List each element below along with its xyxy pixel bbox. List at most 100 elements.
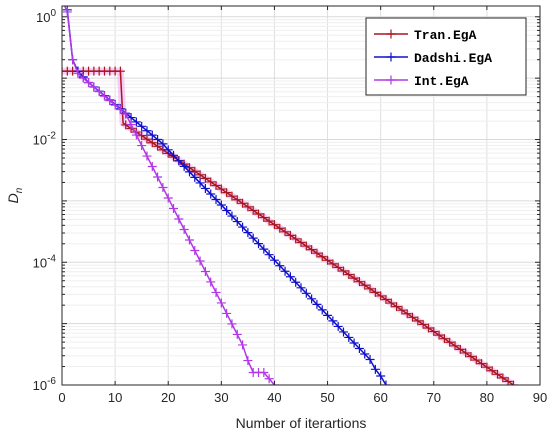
legend-label: Dadshi.EgA xyxy=(414,51,492,66)
series-marker xyxy=(370,287,380,297)
series-marker xyxy=(115,66,125,76)
series-marker xyxy=(317,252,327,262)
ticks xyxy=(61,6,541,386)
series-marker xyxy=(354,343,364,353)
tick-labels: 0 10 20 30 40 50 60 70 80 90 100 10-2 10-4 10-6 xyxy=(33,8,548,405)
series-marker xyxy=(99,91,109,101)
series-marker xyxy=(360,280,370,290)
series-marker xyxy=(344,332,354,342)
legend-marker xyxy=(386,52,396,62)
series-marker xyxy=(142,126,152,136)
y-tick-label: 10-6 xyxy=(33,376,57,393)
series-marker xyxy=(195,170,205,180)
series-marker xyxy=(285,230,295,240)
series-marker xyxy=(450,341,460,351)
x-tick-label: 50 xyxy=(320,390,334,405)
series-marker xyxy=(153,134,163,144)
series-marker xyxy=(466,351,476,361)
series-marker xyxy=(418,319,428,329)
series-marker xyxy=(147,130,157,140)
series-marker xyxy=(455,344,465,354)
series-marker xyxy=(211,287,221,297)
series-marker xyxy=(158,183,168,193)
svg-text:Dn: Dn xyxy=(5,187,25,203)
series-marker xyxy=(386,298,396,308)
series-marker xyxy=(275,223,285,233)
series-line xyxy=(63,6,276,385)
series-marker xyxy=(184,235,194,245)
series-marker xyxy=(222,188,232,198)
series-marker xyxy=(429,327,439,337)
series-marker xyxy=(301,241,311,251)
series-marker xyxy=(264,250,274,260)
y-axis-title-subscript: n xyxy=(14,187,25,193)
series-marker xyxy=(222,206,232,216)
series-marker xyxy=(243,202,253,212)
series-marker xyxy=(147,138,157,148)
series-marker xyxy=(232,195,242,205)
series-marker xyxy=(163,145,173,155)
x-tick-label: 90 xyxy=(533,390,547,405)
series-marker xyxy=(248,205,258,215)
series-marker xyxy=(354,277,364,287)
series-marker xyxy=(232,217,242,227)
series-marker xyxy=(211,180,221,190)
series-marker xyxy=(110,100,120,110)
series-marker xyxy=(174,156,184,166)
series-marker xyxy=(206,177,216,187)
series-marker xyxy=(216,200,226,210)
series-marker xyxy=(78,73,88,83)
series-marker xyxy=(392,302,402,312)
series-marker xyxy=(423,323,433,333)
series-marker xyxy=(381,294,391,304)
series-marker xyxy=(360,349,370,359)
series-marker xyxy=(179,161,189,171)
series-marker xyxy=(89,82,99,92)
series-marker xyxy=(190,172,200,182)
legend-label: Int.EgA xyxy=(414,74,469,89)
x-tick-label: 0 xyxy=(58,390,65,405)
series-marker xyxy=(232,329,242,339)
series-marker xyxy=(163,193,173,203)
series-marker xyxy=(169,150,179,160)
series-marker xyxy=(142,151,152,161)
y-tick-label: 100 xyxy=(36,8,56,25)
series-marker xyxy=(397,305,407,315)
series-marker xyxy=(493,369,503,379)
series-marker xyxy=(376,371,386,381)
x-tick-label: 70 xyxy=(427,390,441,405)
series-marker xyxy=(365,355,375,365)
x-tick-label: 80 xyxy=(480,390,494,405)
series-marker xyxy=(259,244,269,254)
series-marker xyxy=(307,294,317,304)
series-marker xyxy=(482,362,492,372)
series-marker xyxy=(126,120,136,130)
series-marker xyxy=(471,355,481,365)
series-marker xyxy=(73,68,83,78)
series-marker xyxy=(259,367,269,377)
series-marker xyxy=(131,130,141,140)
series-marker xyxy=(349,273,359,283)
series-marker xyxy=(344,270,354,280)
series-glow xyxy=(62,67,516,385)
series-marker xyxy=(291,234,301,244)
series-marker xyxy=(370,364,380,374)
series-marker xyxy=(381,380,391,385)
series-marker xyxy=(216,298,226,308)
series-marker xyxy=(365,284,375,294)
series-marker xyxy=(301,288,311,298)
series-marker xyxy=(280,266,290,276)
series-marker xyxy=(434,330,444,340)
series-marker xyxy=(408,312,418,322)
x-tick-label: 40 xyxy=(267,390,281,405)
series-marker xyxy=(328,259,338,269)
series-marker xyxy=(184,167,194,177)
legend-marker xyxy=(386,29,396,39)
series-layer xyxy=(62,6,518,385)
series-marker xyxy=(328,316,338,326)
series-marker xyxy=(153,172,163,182)
series-marker xyxy=(269,220,279,230)
legend-item: Tran.EgA xyxy=(374,28,477,43)
series-dadshi-ega xyxy=(62,6,391,385)
series-marker xyxy=(312,248,322,258)
